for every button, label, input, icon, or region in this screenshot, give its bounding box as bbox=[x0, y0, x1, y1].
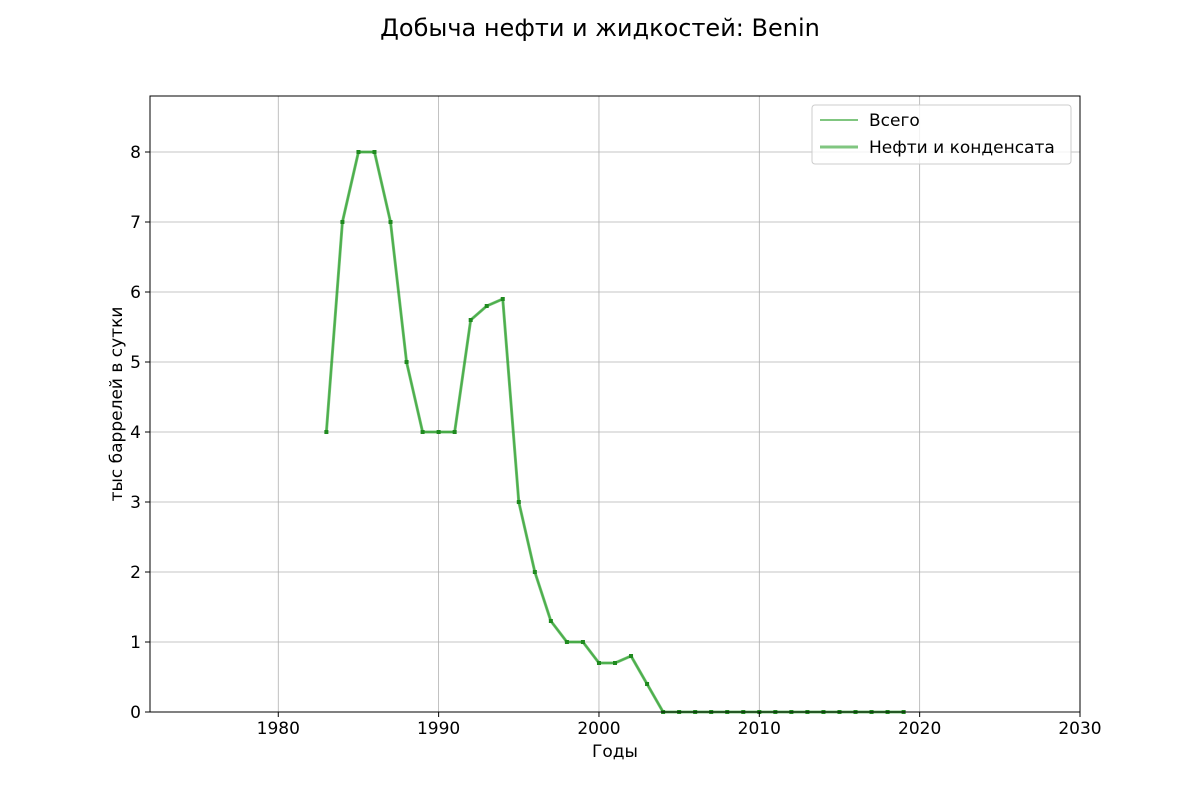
y-axis-label: тыс баррелей в сутки bbox=[107, 307, 127, 502]
y-tick-label: 4 bbox=[130, 423, 141, 443]
data-point bbox=[580, 640, 585, 644]
data-point bbox=[613, 661, 617, 665]
plot-frame bbox=[149, 95, 1081, 713]
x-tick-label: 1980 bbox=[257, 719, 300, 739]
data-point bbox=[500, 297, 505, 301]
data-point bbox=[324, 430, 329, 434]
data-point bbox=[596, 661, 601, 665]
data-point bbox=[436, 430, 441, 434]
data-point bbox=[645, 682, 650, 686]
y-tick-label: 0 bbox=[130, 703, 141, 723]
data-point bbox=[340, 220, 345, 224]
y-tick-label: 3 bbox=[130, 493, 141, 513]
data-point bbox=[452, 430, 457, 434]
data-point bbox=[420, 430, 425, 434]
grid bbox=[150, 96, 1081, 713]
legend-label-1: Нефти и конденсата bbox=[869, 138, 1055, 158]
data-point bbox=[388, 220, 393, 224]
chart-title: Добыча нефти и жидкостей: Benin bbox=[380, 14, 820, 42]
y-tick-label: 2 bbox=[130, 563, 141, 583]
data-point bbox=[532, 570, 537, 574]
data-point bbox=[356, 150, 361, 154]
x-tick-label: 2020 bbox=[898, 719, 941, 739]
legend: Всего Нефти и конденсата bbox=[811, 104, 1072, 165]
x-tick-label: 2000 bbox=[577, 719, 620, 739]
data-point bbox=[372, 150, 377, 154]
y-tick-label: 8 bbox=[130, 143, 141, 163]
y-tick-label: 1 bbox=[130, 633, 141, 653]
data-point bbox=[516, 500, 521, 504]
x-axis-label: Годы bbox=[592, 742, 638, 762]
x-tick-label: 1990 bbox=[417, 719, 460, 739]
data-point bbox=[629, 654, 634, 658]
data-point bbox=[484, 304, 489, 308]
y-tick-label: 5 bbox=[130, 353, 141, 373]
legend-box bbox=[811, 104, 1072, 165]
x-tick-label: 2030 bbox=[1058, 719, 1101, 739]
ticks: 1980 1990 2000 2010 2020 2030 0 1 2 3 4 5 6 7 8 bbox=[130, 143, 1101, 739]
data-point bbox=[564, 640, 569, 644]
y-tick-label: 7 bbox=[130, 213, 141, 233]
data-point bbox=[404, 360, 409, 364]
data-point bbox=[468, 318, 473, 322]
legend-label-0: Всего bbox=[869, 111, 920, 131]
x-tick-label: 2010 bbox=[738, 719, 781, 739]
y-tick-label: 6 bbox=[130, 283, 141, 303]
data-point bbox=[548, 619, 553, 623]
